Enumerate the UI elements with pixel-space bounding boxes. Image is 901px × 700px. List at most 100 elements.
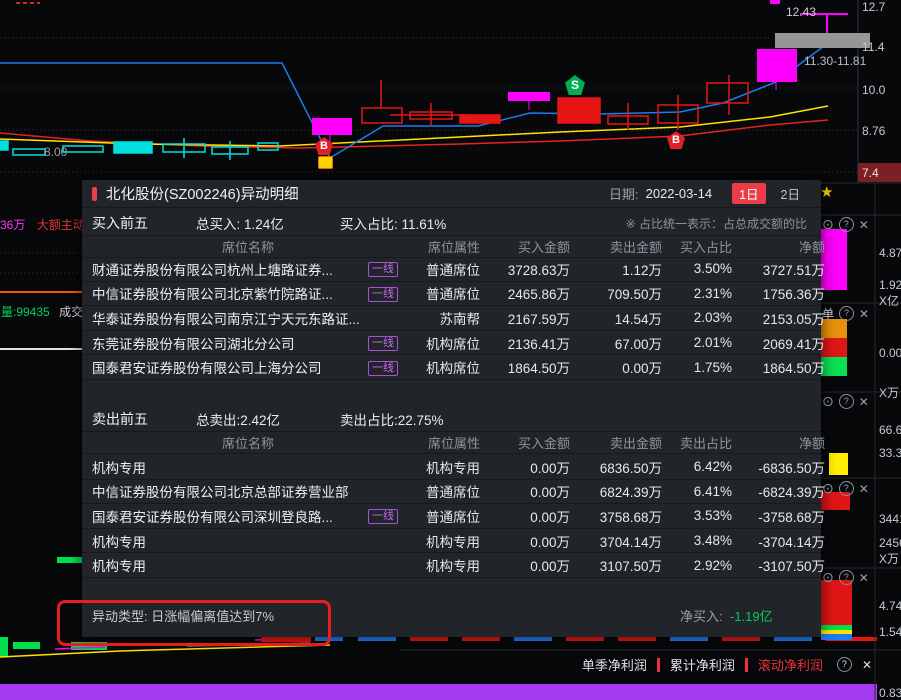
- buy-table-row[interactable]: 中信证券股份有限公司北京紫竹院路证... 一线 普通席位 2465.86万 70…: [82, 282, 825, 307]
- seat-attr: 机构席位: [426, 336, 480, 352]
- buy-table-row[interactable]: 财通证券股份有限公司杭州上塘路证券... 一线 普通席位 3728.63万 1.…: [82, 257, 825, 282]
- panel-value: 2456: [879, 536, 901, 550]
- tab-quarter-profit[interactable]: 单季净利润: [581, 658, 647, 673]
- tab-rolling-profit[interactable]: 滚动净利润: [757, 658, 823, 673]
- close-icon[interactable]: ✕: [859, 306, 870, 321]
- buy-signal-badge: B: [315, 137, 333, 155]
- sell-amount: 67.00万: [614, 336, 662, 352]
- y-axis-label: 10.0: [862, 83, 886, 97]
- buy-signal-badge: B: [667, 131, 685, 149]
- settings-icon[interactable]: ⊙: [822, 393, 834, 409]
- net-amount: 1864.50万: [762, 361, 825, 377]
- panel-unit: X万: [879, 386, 900, 400]
- help-icon[interactable]: ?: [838, 217, 854, 232]
- net-buy-value: -1.19亿: [730, 609, 773, 624]
- buy-amount: 2136.41万: [507, 336, 570, 352]
- help-icon[interactable]: ?: [836, 657, 852, 672]
- col-ratio: 买入占比: [679, 239, 732, 255]
- panel-value: 4.87: [879, 246, 901, 260]
- help-icon[interactable]: ?: [838, 570, 854, 585]
- col-ratio: 卖出占比: [679, 435, 732, 451]
- seat-name: 财通证券股份有限公司杭州上塘路证券...: [92, 262, 333, 278]
- settings-icon[interactable]: ⊙: [822, 569, 834, 585]
- sell-total: 总卖出:2.42亿: [196, 413, 281, 428]
- sell-table-row[interactable]: 中信证券股份有限公司北京总部证券营业部 普通席位 0.00万 6824.39万 …: [82, 480, 825, 505]
- buy-summary-bar: 买入前五 总买入: 1.24亿 买入占比: 11.61% ※ 占比统一表示：占总…: [82, 207, 821, 236]
- yixian-badge: 一线: [368, 262, 398, 278]
- col-buy-amount: 买入金额: [517, 239, 570, 255]
- seat-name: 国泰君安证券股份有限公司上海分公司: [92, 361, 322, 377]
- seat-name: 机构专用: [92, 559, 146, 575]
- buy-table-row[interactable]: 东莞证券股份有限公司湖北分公司 一线 机构席位 2136.41万 67.00万 …: [82, 331, 825, 356]
- sell-ratio: 卖出占比:22.75%: [340, 413, 444, 428]
- settings-icon[interactable]: ⊙: [822, 216, 834, 232]
- help-icon[interactable]: ?: [838, 394, 854, 409]
- settings-icon[interactable]: ⊙: [822, 480, 834, 496]
- col-seat-name: 席位名称: [221, 239, 274, 255]
- y-axis-label: 8.76: [862, 124, 886, 138]
- col-buy-amount: 买入金额: [517, 435, 570, 451]
- close-icon[interactable]: ✕: [858, 570, 869, 585]
- sell-table-row[interactable]: 机构专用 机构专用 0.00万 6836.50万 6.42% -6836.50万: [82, 455, 825, 480]
- close-icon[interactable]: ✕: [861, 657, 872, 672]
- buy-table-row[interactable]: 国泰君安证券股份有限公司上海分公司 一线 机构席位 1864.50万 0.00万…: [82, 355, 825, 380]
- seat-name: 国泰君安证券股份有限公司深圳登良路...: [92, 509, 333, 525]
- panel-value: 3441: [879, 512, 901, 526]
- sell-amount: 6824.39万: [599, 485, 662, 501]
- help-icon[interactable]: ?: [838, 481, 854, 496]
- ratio-note: ※ 占比统一表示：占总成交额的比: [625, 217, 807, 231]
- tab-1day[interactable]: 1日: [732, 183, 766, 204]
- col-net: 净额: [798, 435, 825, 451]
- ratio: 1.75%: [693, 359, 732, 375]
- net-amount: 2153.05万: [762, 311, 825, 327]
- sell-amount: 14.54万: [614, 311, 662, 327]
- buy-table-row[interactable]: 华泰证券股份有限公司南京江宁天元东路证... 苏南帮 2167.59万 14.5…: [82, 306, 825, 331]
- ratio: 3.48%: [693, 533, 732, 549]
- tab-cumulative-profit[interactable]: 累计净利润: [669, 658, 735, 673]
- sell-amount: 3758.68万: [599, 509, 662, 525]
- seat-attr: 普通席位: [426, 485, 480, 501]
- close-icon[interactable]: ✕: [858, 217, 869, 232]
- panel-value: 0.83: [879, 686, 901, 700]
- ratio: 2.03%: [693, 310, 732, 326]
- range-tag: 11.30-11.81: [804, 54, 867, 68]
- close-icon[interactable]: ✕: [858, 481, 869, 496]
- panel-unit: X万: [879, 552, 900, 566]
- close-icon[interactable]: ✕: [858, 394, 869, 409]
- ratio: 2.01%: [693, 335, 732, 351]
- buy-amount: 0.00万: [530, 509, 570, 525]
- net-amount: -3758.68万: [758, 509, 825, 525]
- sell-amount: 1.12万: [622, 262, 662, 278]
- panel-unit: X亿: [879, 294, 900, 308]
- dialog-title: 北化股份(SZ002246)异动明细: [106, 187, 299, 203]
- ratio: 3.53%: [693, 508, 732, 524]
- seat-name: 中信证券股份有限公司北京紫竹院路证...: [92, 287, 333, 303]
- favorite-star-icon[interactable]: ★: [820, 184, 834, 201]
- buy-table-header: 席位名称 席位属性 买入金额 卖出金额 买入占比 净额: [82, 235, 825, 258]
- buy-amount: 0.00万: [530, 460, 570, 476]
- sell-amount: 709.50万: [607, 287, 662, 303]
- buy-total: 总买入: 1.24亿: [196, 217, 284, 232]
- sell-table-row[interactable]: 机构专用 机构专用 0.00万 3704.14万 3.48% -3704.14万: [82, 529, 825, 554]
- panel-value: 1.54: [879, 625, 901, 639]
- net-amount: -3704.14万: [758, 534, 825, 550]
- price-label-left: 8.00: [44, 145, 68, 159]
- y-axis-label: 11.4: [862, 40, 885, 54]
- sell-table-row[interactable]: 机构专用 机构专用 0.00万 3107.50万 2.92% -3107.50万: [82, 553, 825, 578]
- panel-controls: ⊙ ? ✕: [822, 481, 869, 496]
- sell-summary-bar: 卖出前五 总卖出:2.42亿 卖出占比:22.75%: [82, 403, 821, 432]
- col-seat-attr: 席位属性: [427, 239, 480, 255]
- tab-separator: [656, 657, 660, 672]
- y-axis-label: 12.7: [862, 0, 886, 14]
- col-net: 净额: [798, 239, 825, 255]
- sell-table-row[interactable]: 国泰君安证券股份有限公司深圳登良路... 一线 普通席位 0.00万 3758.…: [82, 504, 825, 529]
- col-sell-amount: 卖出金额: [609, 239, 662, 255]
- title-marker: [92, 186, 97, 201]
- buy-amount: 1864.50万: [507, 361, 570, 377]
- seat-attr: 普通席位: [426, 262, 480, 278]
- help-icon[interactable]: ?: [839, 306, 855, 321]
- tab-2day[interactable]: 2日: [780, 188, 800, 202]
- dialog-titlebar: 北化股份(SZ002246)异动明细 日期: 2022-03-14 1日 2日: [82, 180, 821, 208]
